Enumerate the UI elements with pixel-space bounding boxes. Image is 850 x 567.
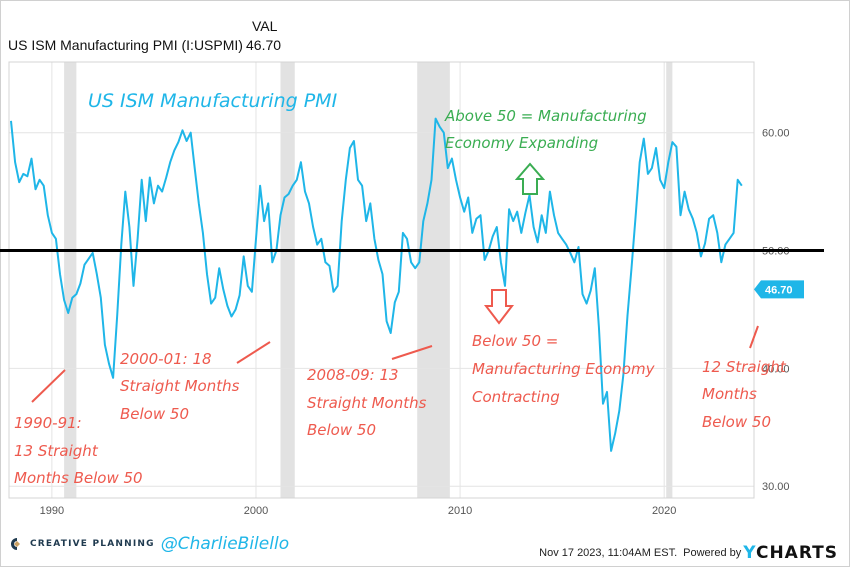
series-legend-name[interactable]: US ISM Manufacturing PMI (I:USPMI) — [8, 37, 243, 53]
annotation-2008-line2: Straight Months — [307, 394, 427, 412]
x-tick-label: 2010 — [448, 505, 472, 517]
annotation-above-line2: Economy Expanding — [445, 134, 598, 152]
y-tick-label: 60.00 — [762, 128, 790, 140]
ycharts-logo-text: CHARTS — [755, 543, 838, 563]
timestamp: Nov 17 2023, 11:04AM EST. — [539, 547, 678, 559]
annotation-below-line1: Below 50 = — [472, 332, 558, 350]
ycharts-logo[interactable]: YCHARTS — [743, 543, 838, 563]
value-column-header: VAL — [252, 18, 278, 34]
annotation-below-line2: Manufacturing Economy — [472, 360, 656, 378]
y-tick-label: 30.00 — [762, 481, 790, 493]
annotation-2023-line2: Months — [702, 385, 757, 403]
gridlines — [9, 62, 754, 498]
series-legend-value: 46.70 — [246, 37, 282, 53]
pointer-2023 — [749, 325, 759, 349]
annotation-above-line1: Above 50 = Manufacturing — [444, 107, 647, 125]
y-tick-label: 40.00 — [762, 363, 790, 375]
annotation-1990-line1: 1990-91: — [14, 414, 82, 432]
x-tick-label: 2000 — [244, 505, 268, 517]
annotation-1990-line3: Months Below 50 — [14, 469, 143, 487]
annotation-2023-line1: 12 Straight — [702, 358, 787, 376]
annotation-2000-line3: Below 50 — [120, 405, 189, 423]
annotation-2008-line3: Below 50 — [307, 421, 376, 439]
recession-band-3 — [666, 62, 673, 498]
recession-band-2 — [417, 62, 450, 498]
last-value-flag: 46.70 — [754, 280, 804, 299]
creative-planning-logo: CREATIVE PLANNING @CharlieBilello — [10, 534, 289, 554]
pointer-2000 — [236, 341, 271, 364]
annotation-2000-line1: 2000-01: 18 — [120, 350, 212, 368]
recession-band-1 — [280, 62, 295, 498]
annotation-2008-line1: 2008-09: 13 — [307, 366, 399, 384]
last-value-text: 46.70 — [765, 284, 793, 296]
annotation-title: US ISM Manufacturing PMI — [88, 90, 338, 112]
plot-border — [8, 61, 755, 499]
down-arrow-icon — [483, 289, 515, 325]
pointer-2008 — [391, 345, 433, 360]
annotation-2023-line3: Below 50 — [702, 413, 771, 431]
recession-band-0 — [64, 62, 77, 498]
ycharts-logo-y: Y — [743, 543, 756, 563]
creative-planning-mark-icon — [10, 537, 24, 551]
x-tick-label: 1990 — [40, 505, 64, 517]
x-axis: 1990 2000 2010 2020 — [40, 505, 677, 517]
annotation-below-line3: Contracting — [472, 388, 560, 406]
annotation-1990-line2: 13 Straight — [14, 442, 99, 460]
up-arrow-icon — [514, 162, 546, 195]
brand-name: CREATIVE PLANNING — [30, 539, 155, 549]
last-value-flag-shape — [754, 280, 804, 299]
annotation-2000-line2: Straight Months — [120, 377, 240, 395]
pointer-1990 — [31, 369, 66, 403]
footer-credits: Nov 17 2023, 11:04AM EST. Powered by YCH… — [539, 543, 838, 563]
x-tick-label: 2020 — [652, 505, 676, 517]
author-handle[interactable]: @CharlieBilello — [160, 534, 290, 554]
powered-by-label: Powered by — [683, 547, 742, 559]
